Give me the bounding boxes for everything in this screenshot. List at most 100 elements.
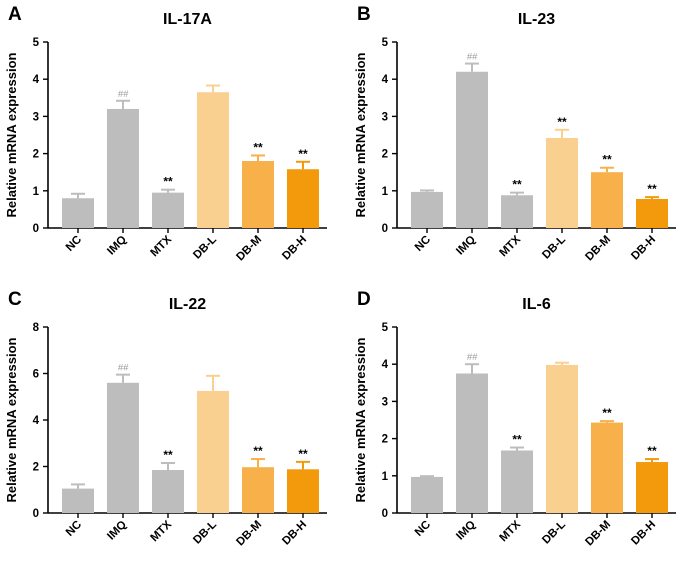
bar-b-imq <box>456 71 488 228</box>
x-tick-label-d-imq: IMQ <box>454 519 478 543</box>
panel-b-chart: B IL-23 Relative mRNA expression 0 1 2 3 4 5 NC IM… <box>353 4 676 264</box>
y-tick-label-a: 2 <box>33 149 39 161</box>
panel-d-chart: D IL-6 Relative mRNA expression 0 1 2 3 4 5 NC IMQ… <box>353 289 676 549</box>
y-tick-label-d: 1 <box>382 471 389 483</box>
bar-c-nc <box>62 488 94 513</box>
x-tick-label-a-nc: NC <box>64 234 84 254</box>
x-tick-label-d-mtx: MTX <box>497 518 523 544</box>
y-tick-label-b: 5 <box>382 37 389 49</box>
significance-marker-a-db-h: ** <box>298 147 308 161</box>
significance-marker-d-imq: ## <box>467 352 478 363</box>
chart-title-a: IL-17A <box>163 11 212 28</box>
bar-c-db-m <box>242 467 274 513</box>
significance-marker-b-mtx: ** <box>512 178 522 192</box>
x-tick-label-a-imq: IMQ <box>105 234 129 258</box>
panel-letter-c: C <box>8 289 22 310</box>
bar-a-db-m <box>242 161 274 228</box>
x-tick-label-c-imq: IMQ <box>105 519 129 543</box>
x-tick-label-a-db-h: DB-H <box>280 234 309 263</box>
x-tick-label-c-db-l: DB-L <box>191 519 219 547</box>
x-tick-label-c-db-m: DB-M <box>234 519 264 549</box>
y-tick-label-c: 0 <box>33 508 39 520</box>
significance-marker-c-mtx: ** <box>163 448 173 462</box>
bar-a-db-l <box>197 92 229 228</box>
y-tick-label-d: 2 <box>382 434 388 446</box>
significance-marker-c-db-h: ** <box>298 447 308 461</box>
significance-marker-a-mtx: ** <box>163 175 173 189</box>
panel-letter-a: A <box>8 4 22 25</box>
x-tick-label-b-mtx: MTX <box>497 233 523 259</box>
y-tick-label-c: 2 <box>33 462 39 474</box>
y-axis-label-b: Relative mRNA expression <box>353 52 368 217</box>
bar-a-imq <box>107 108 139 228</box>
y-tick-label-b: 0 <box>382 223 388 235</box>
panel-c-chart: C IL-22 Relative mRNA expression 0 2 4 6 8 NC IMQ… <box>4 289 327 549</box>
significance-marker-c-db-m: ** <box>253 444 263 458</box>
x-tick-label-a-db-m: DB-M <box>234 234 264 264</box>
y-tick-label-a: 5 <box>33 37 40 49</box>
panel-letter-d: D <box>357 289 371 310</box>
y-tick-label-d: 3 <box>382 396 388 408</box>
panel-letter-b: B <box>357 4 371 25</box>
x-tick-label-b-nc: NC <box>413 234 433 254</box>
x-tick-label-d-db-l: DB-L <box>540 519 568 547</box>
bar-d-nc <box>411 476 443 513</box>
bar-b-db-m <box>591 172 623 228</box>
y-tick-label-c: 6 <box>33 369 39 381</box>
y-axis-label-c: Relative mRNA expression <box>4 337 19 502</box>
y-tick-label-d: 0 <box>382 508 388 520</box>
significance-marker-b-db-m: ** <box>602 153 612 167</box>
significance-marker-a-imq: ## <box>118 89 129 100</box>
x-tick-label-d-nc: NC <box>413 519 433 539</box>
bar-c-imq <box>107 382 139 513</box>
x-tick-label-b-db-h: DB-H <box>629 234 658 263</box>
x-tick-label-b-imq: IMQ <box>454 234 478 258</box>
bar-b-nc <box>411 191 443 228</box>
x-tick-label-d-db-m: DB-M <box>583 519 613 549</box>
bar-c-db-l <box>197 390 229 513</box>
y-axis-label-d: Relative mRNA expression <box>353 337 368 502</box>
bar-d-mtx <box>501 450 533 513</box>
chart-title-c: IL-22 <box>169 296 206 313</box>
y-tick-label-a: 4 <box>33 74 40 86</box>
bar-d-db-h <box>636 462 668 513</box>
panel-a-chart: A IL-17A Relative mRNA expression 0 1 2 3 4 5 NC I… <box>4 4 327 264</box>
bar-a-mtx <box>152 192 184 228</box>
x-tick-label-b-db-l: DB-L <box>540 234 568 262</box>
significance-marker-c-imq: ## <box>118 363 129 374</box>
significance-marker-d-db-h: ** <box>647 444 657 458</box>
bar-c-db-h <box>287 469 319 513</box>
bar-d-db-m <box>591 422 623 513</box>
y-tick-label-a: 0 <box>33 223 39 235</box>
y-tick-label-c: 8 <box>33 322 40 334</box>
y-tick-label-c: 4 <box>33 415 40 427</box>
bar-b-mtx <box>501 195 533 228</box>
bar-c-mtx <box>152 469 184 513</box>
bar-d-db-l <box>546 364 578 513</box>
significance-marker-b-imq: ## <box>467 52 478 63</box>
significance-marker-d-db-m: ** <box>602 406 612 420</box>
x-tick-label-a-mtx: MTX <box>148 233 174 259</box>
y-tick-label-b: 3 <box>382 111 388 123</box>
chart-title-d: IL-6 <box>522 296 551 313</box>
y-tick-label-b: 2 <box>382 149 388 161</box>
x-tick-label-c-nc: NC <box>64 519 84 539</box>
y-tick-label-b: 1 <box>382 186 389 198</box>
bar-d-imq <box>456 373 488 513</box>
significance-marker-b-db-h: ** <box>647 182 657 196</box>
significance-marker-a-db-m: ** <box>253 140 263 154</box>
y-tick-label-b: 4 <box>382 74 389 86</box>
bar-b-db-h <box>636 198 668 228</box>
x-tick-label-c-mtx: MTX <box>148 518 174 544</box>
bar-a-nc <box>62 198 94 228</box>
x-tick-label-a-db-l: DB-L <box>191 234 219 262</box>
significance-marker-d-mtx: ** <box>512 433 522 447</box>
y-tick-label-d: 4 <box>382 359 389 371</box>
x-tick-label-b-db-m: DB-M <box>583 234 613 264</box>
x-tick-label-d-db-h: DB-H <box>629 519 658 548</box>
y-axis-label-a: Relative mRNA expression <box>4 52 19 217</box>
y-tick-label-d: 5 <box>382 322 389 334</box>
chart-title-b: IL-23 <box>518 11 555 28</box>
bar-a-db-h <box>287 169 319 228</box>
y-tick-label-a: 3 <box>33 111 39 123</box>
